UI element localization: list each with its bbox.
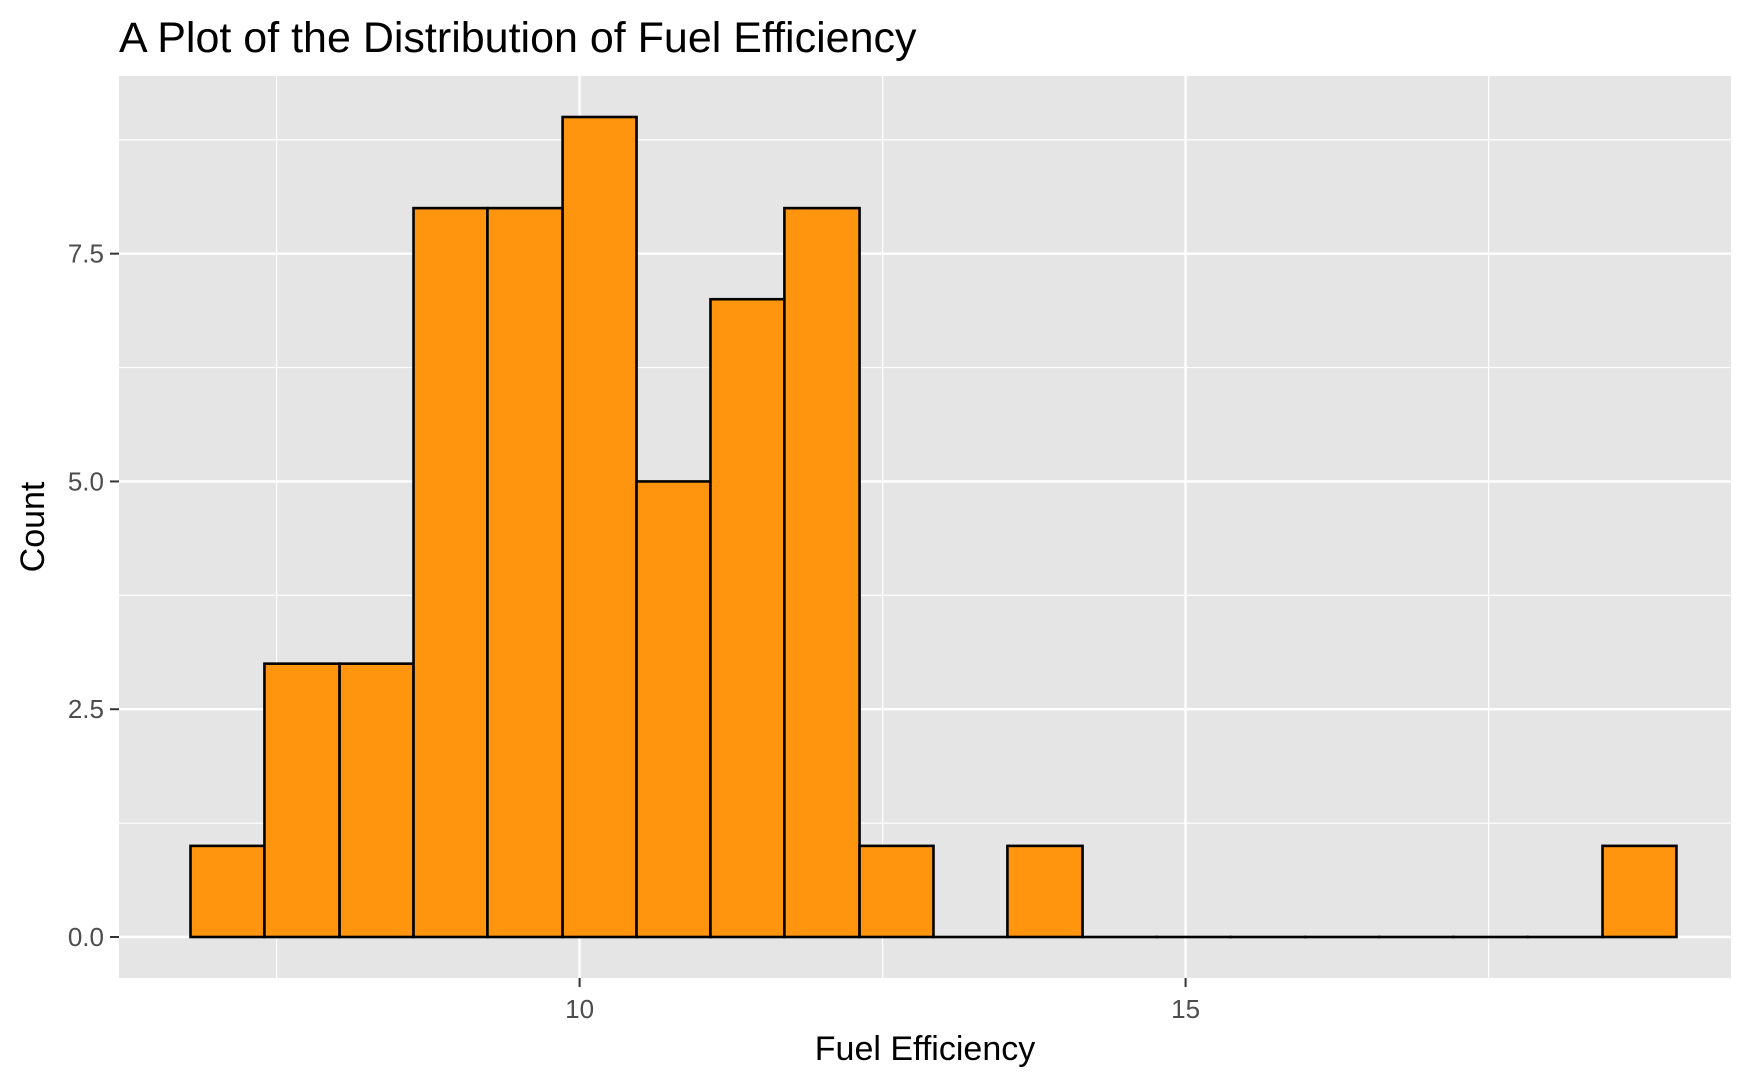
- chart-title: A Plot of the Distribution of Fuel Effic…: [119, 14, 917, 62]
- x-tick-label: 10: [565, 994, 594, 1024]
- y-tick-label: 0.0: [68, 922, 104, 952]
- x-axis-title: Fuel Efficiency: [815, 1030, 1035, 1068]
- y-tick-label: 2.5: [68, 694, 104, 724]
- x-tick-label: 15: [1171, 994, 1200, 1024]
- histogram-bar: [709, 297, 786, 939]
- histogram-bar: [1601, 844, 1678, 939]
- x-axis: 10 15: [565, 978, 1200, 1024]
- histogram-bar: [338, 662, 415, 939]
- histogram-bar: [635, 480, 712, 939]
- histogram-bar: [1006, 844, 1084, 939]
- histogram-bar: [783, 206, 861, 939]
- y-tick-label: 5.0: [68, 466, 104, 496]
- histogram-bar: [561, 115, 638, 939]
- histogram-bar: [189, 844, 266, 939]
- y-axis-title: Count: [14, 481, 52, 572]
- histogram-bar: [858, 844, 935, 939]
- histogram-bar: [263, 662, 341, 939]
- histogram-bar: [486, 206, 564, 939]
- histogram-bar: [412, 206, 489, 939]
- y-axis: 0.0 2.5 5.0 7.5: [68, 239, 119, 952]
- histogram-bars: [189, 115, 1678, 939]
- y-tick-label: 7.5: [68, 239, 104, 269]
